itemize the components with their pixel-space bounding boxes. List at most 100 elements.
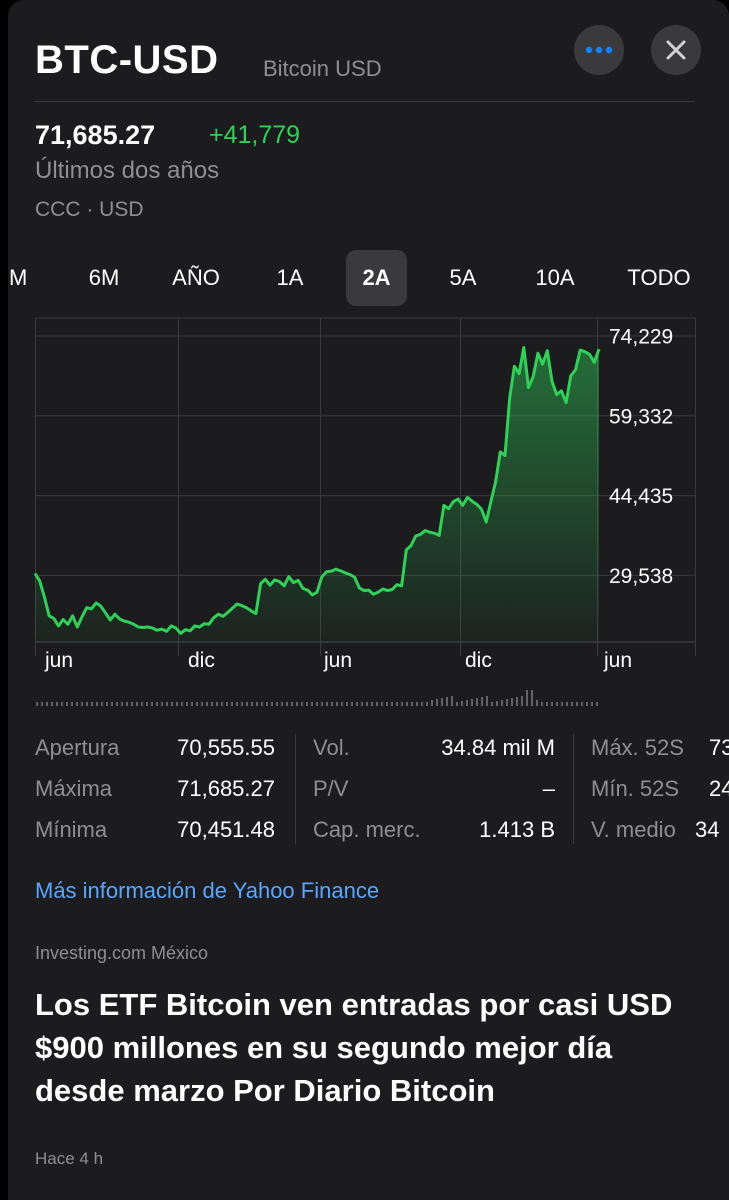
volume-bar (291, 702, 293, 706)
volume-bar (531, 690, 533, 706)
volume-bar (441, 698, 443, 706)
volume-bar (226, 702, 228, 706)
y-tick-label: 59,332 (609, 405, 673, 428)
volume-bar (331, 702, 333, 706)
close-button[interactable] (651, 25, 701, 75)
volume-bar (161, 702, 163, 706)
news-headline[interactable]: Los ETF Bitcoin ven entradas por casi US… (35, 987, 673, 1108)
volume-bar (316, 702, 318, 706)
price-chart[interactable]: 74,229 59,332 44,435 29,538 jun dic jun dic jun (8, 306, 729, 710)
stock-detail-sheet: BTC-USD Bitcoin USD 71,685.27 +41,779 Úl… (8, 0, 729, 1200)
price-change: +41,779 (209, 121, 301, 149)
range-tabs: 3M 6M AÑO 1A 2A 5A 10A TODO (8, 250, 729, 306)
more-options-button[interactable] (574, 25, 624, 75)
volume-bar (381, 702, 383, 706)
volume-bar (546, 702, 548, 706)
y-tick-label: 74,229 (609, 326, 673, 349)
volume-bar (376, 702, 378, 706)
volume-bar (151, 702, 153, 706)
volume-bar (306, 702, 308, 706)
volume-bar (521, 696, 523, 706)
tab-1a[interactable]: 1A (276, 265, 304, 290)
stat-label-volume: Vol. (313, 735, 350, 760)
volume-bar (296, 702, 298, 706)
volume-bar (206, 702, 208, 706)
volume-bar (281, 702, 283, 706)
volume-bar (451, 696, 453, 706)
stat-value-low: 70,451.48 (177, 817, 275, 842)
x-tick-label: jun (44, 649, 73, 672)
volume-bar (456, 702, 458, 706)
y-tick-label: 29,538 (609, 565, 673, 588)
volume-bar (211, 702, 213, 706)
tab-2a[interactable]: 2A (346, 250, 407, 306)
stats-divider (295, 734, 296, 844)
tab-todo[interactable]: TODO (627, 265, 691, 290)
tab-ano[interactable]: AÑO (172, 265, 220, 290)
volume-bar (436, 699, 438, 706)
stats-grid: Apertura 70,555.55 Máxima 71,685.27 Míni… (35, 728, 729, 848)
volume-bar (446, 697, 448, 706)
stat-value-pe: – (542, 776, 555, 801)
volume-bar (501, 700, 503, 706)
tab-5a[interactable]: 5A (449, 265, 477, 290)
volume-bar (236, 702, 238, 706)
volume-bar (121, 702, 123, 706)
volume-bar (76, 702, 78, 706)
volume-bar (591, 702, 593, 706)
header-divider (35, 101, 695, 102)
volume-bar (406, 702, 408, 706)
volume-bar (41, 702, 43, 706)
price-area-fill (35, 347, 599, 642)
volume-bar (526, 690, 528, 706)
volume-bar (176, 702, 178, 706)
volume-bar (506, 699, 508, 706)
volume-bar (216, 702, 218, 706)
volume-bar (341, 702, 343, 706)
tab-6m[interactable]: 6M (88, 265, 120, 290)
volume-bar (586, 702, 588, 706)
stat-value-52w-low: 24 (709, 776, 729, 801)
volume-bar (411, 702, 413, 706)
tab-3m[interactable]: 3M (8, 265, 28, 290)
news-time: Hace 4 h (35, 1149, 104, 1168)
volume-bar (481, 697, 483, 706)
x-tick-label: dic (465, 649, 492, 672)
volume-bar (561, 702, 563, 706)
volume-bar (111, 702, 113, 706)
x-tick-label: jun (323, 649, 352, 672)
volume-bar (86, 702, 88, 706)
x-tick-label: jun (603, 649, 632, 672)
volume-bar (386, 702, 388, 706)
volume-bar (336, 702, 338, 706)
stat-label-market-cap: Cap. merc. (313, 817, 421, 842)
volume-bar (251, 702, 253, 706)
volume-bar (556, 702, 558, 706)
volume-bar (36, 702, 38, 706)
volume-bar (491, 702, 493, 706)
volume-bar (391, 702, 393, 706)
ticker-symbol: BTC-USD (35, 38, 219, 82)
close-icon (666, 40, 686, 60)
volume-bar (516, 697, 518, 706)
volume-bar (271, 702, 273, 706)
stat-value-volume: 34.84 mil M (441, 735, 555, 760)
volume-bar (596, 702, 598, 706)
volume-bar (426, 702, 428, 706)
volume-bar (231, 702, 233, 706)
volume-bar (181, 702, 183, 706)
tab-10a[interactable]: 10A (535, 265, 575, 290)
volume-bar (416, 702, 418, 706)
volume-bar (261, 702, 263, 706)
volume-bar (486, 696, 488, 706)
stat-value-high: 71,685.27 (177, 776, 275, 801)
volume-bar (106, 702, 108, 706)
volume-bar (91, 702, 93, 706)
yahoo-finance-link[interactable]: Más información de Yahoo Finance (35, 878, 380, 903)
volume-bar (396, 702, 398, 706)
current-price: 71,685.27 (35, 120, 156, 150)
volume-bar (46, 702, 48, 706)
exchange-currency: CCC · USD (35, 198, 144, 221)
volume-bar (221, 702, 223, 706)
volume-bar (116, 702, 118, 706)
